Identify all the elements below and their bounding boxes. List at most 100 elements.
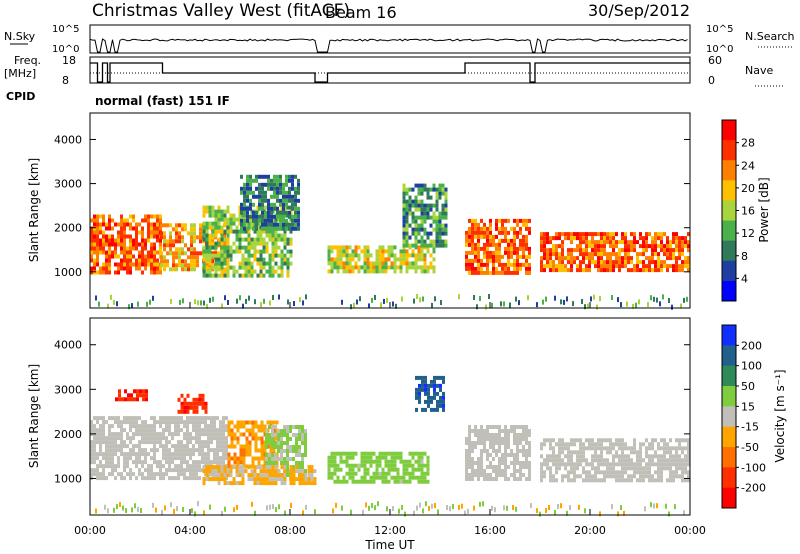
echo-cell-3	[230, 428, 234, 433]
echo-cell-2	[277, 233, 281, 238]
echo-cell-6	[492, 242, 495, 247]
echo-cell-9	[549, 454, 552, 459]
echo-cell-7	[666, 248, 669, 253]
echo-cell-9	[552, 474, 555, 479]
echo-cell-4	[286, 441, 289, 445]
echo-cell-4	[396, 265, 400, 270]
nsky-panel: N.Sky 10^5 10^0 10^5 10^0 N.Search	[4, 24, 795, 55]
echo-cell-8	[519, 461, 522, 465]
colorbar-swatch-4	[722, 406, 736, 428]
echo-cell-2	[256, 241, 260, 246]
echo-cell-4	[286, 469, 289, 473]
echo-cell-5	[414, 207, 418, 212]
echo-cell-0	[198, 452, 201, 457]
echo-cell-9	[591, 446, 594, 451]
echo-cell-6	[351, 475, 355, 480]
echo-cell-6	[327, 475, 331, 480]
echo-cell-0	[186, 432, 189, 437]
echo-cell-0	[150, 436, 153, 441]
echo-cell-7	[660, 232, 663, 237]
echo-cell-2	[202, 205, 206, 210]
echo-cell-4	[375, 265, 379, 270]
echo-cell-0	[156, 238, 159, 243]
echo-cell-6	[471, 242, 474, 247]
echo-cell-5	[277, 477, 281, 482]
echo-cell-7	[582, 236, 585, 241]
echo-cell-9	[639, 474, 642, 479]
echo-cell-0	[198, 432, 201, 437]
echo-cell-6	[522, 218, 525, 223]
echo-cell-6	[390, 451, 394, 456]
echo-cell-9	[645, 454, 648, 459]
echo-cell-7	[666, 236, 669, 241]
echo-cell-0	[156, 262, 159, 267]
echo-cell-2	[220, 225, 224, 230]
echo-cell-2	[214, 221, 218, 226]
echo-cell-0	[141, 432, 144, 437]
echo-cell-7	[633, 232, 636, 237]
echo-cell-6	[477, 262, 480, 267]
echo-cell-9	[570, 470, 573, 475]
echo-cell-2	[262, 229, 266, 234]
echo-cell-5	[241, 473, 245, 478]
echo-cell-3	[297, 206, 300, 211]
echo-cell-0	[93, 472, 96, 477]
echo-cell-6	[471, 230, 474, 235]
noise-cell	[113, 299, 115, 305]
echo-cell-3	[240, 174, 243, 179]
echo-cell-6	[525, 222, 528, 227]
echo-cell-9	[648, 454, 651, 459]
echo-cell-5	[441, 183, 445, 188]
echo-cell-7	[427, 387, 430, 392]
echo-cell-7	[672, 240, 675, 245]
echo-cell-0	[156, 250, 159, 255]
echo-cell-4	[354, 265, 358, 270]
echo-cell-9	[570, 454, 573, 459]
noise-cell	[515, 506, 517, 512]
echo-cell-0	[102, 234, 105, 239]
echo-cell-0	[162, 444, 165, 449]
echo-cell-0	[108, 242, 111, 247]
echo-cell-5	[405, 235, 409, 240]
echo-cell-5	[405, 219, 409, 224]
echo-cell-2	[268, 229, 272, 234]
echo-cell-9	[675, 446, 678, 451]
echo-cell-0	[111, 424, 114, 429]
echo-cell-5	[405, 223, 409, 228]
echo-cell-4	[411, 249, 415, 254]
echo-cell-1	[172, 239, 175, 244]
echo-cell-3	[249, 186, 252, 191]
echo-cell-6	[501, 254, 504, 259]
echo-cell-0	[123, 476, 126, 481]
echo-cell-8	[468, 425, 471, 429]
colorbar-swatch-3	[722, 386, 736, 407]
echo-cell-4	[363, 249, 367, 254]
echo-cell-4	[348, 261, 352, 266]
echo-cell-8	[525, 457, 528, 461]
echo-cell-8	[510, 453, 513, 457]
echo-cell-9	[615, 438, 618, 443]
echo-cell-9	[555, 458, 558, 463]
echo-cell-0	[108, 266, 111, 271]
echo-cell-9	[597, 462, 600, 467]
echo-cell-5	[408, 211, 412, 216]
echo-cell-2	[223, 261, 227, 266]
echo-cell-2	[271, 269, 275, 274]
echo-cell-5	[232, 465, 236, 470]
echo-cell-7	[663, 248, 666, 253]
echo-cell-9	[642, 458, 645, 463]
echo-cell-5	[298, 473, 302, 478]
echo-cell-0	[144, 420, 147, 425]
echo-cell-9	[561, 458, 564, 463]
echo-cell-6	[501, 266, 504, 271]
echo-cell-0	[132, 452, 135, 457]
echo-cell-7	[606, 252, 609, 257]
echo-cell-0	[144, 440, 147, 445]
echo-cell-7	[612, 232, 615, 237]
echo-cell-0	[174, 476, 177, 481]
echo-cell-0	[102, 472, 105, 477]
echo-cell-8	[471, 457, 474, 461]
echo-cell-3	[267, 226, 270, 231]
echo-cell-8	[477, 441, 480, 445]
echo-cell-1	[211, 263, 214, 268]
